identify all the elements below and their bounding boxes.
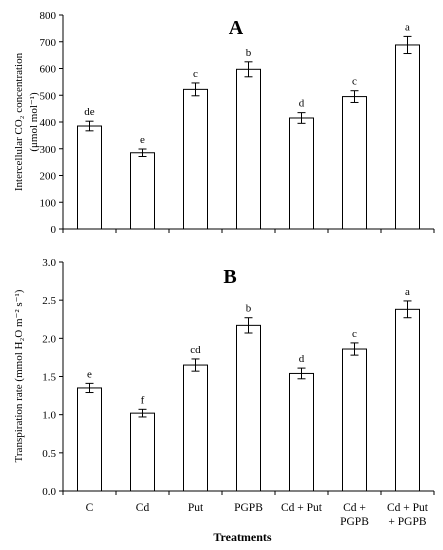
x-category-label-line: Put	[188, 502, 204, 514]
significance-letter: e	[140, 134, 145, 146]
y-tick-label: 300	[40, 144, 57, 156]
significance-letter: f	[141, 394, 145, 406]
y-tick-label: 0	[51, 224, 57, 236]
x-category-label: Cd	[136, 502, 150, 514]
significance-letter: c	[193, 68, 198, 80]
y-tick-label: 500	[40, 90, 57, 102]
y-tick-label: 200	[40, 171, 57, 183]
y-axis-label: Intercellular CO₂ concentration (μmol mol…	[13, 52, 40, 191]
bar	[395, 44, 420, 230]
significance-letter: c	[352, 76, 357, 88]
significance-letter: a	[405, 21, 410, 33]
bar	[130, 152, 155, 230]
bar	[289, 117, 314, 230]
y-tick-label: 0.0	[42, 486, 56, 498]
bar	[77, 125, 102, 230]
x-category-label-line: Cd +	[343, 502, 366, 514]
y-tick-label: 800	[40, 10, 57, 22]
significance-letter: e	[87, 368, 92, 380]
panel-label: A	[229, 17, 244, 39]
significance-letter: b	[246, 47, 252, 59]
bar	[236, 68, 261, 230]
y-tick-label: 600	[40, 64, 57, 76]
x-category-label-line: PGPB	[340, 516, 369, 528]
panel-label: B	[223, 266, 236, 288]
x-category-label: Cd + PGPB	[340, 502, 369, 528]
y-tick-label: 400	[40, 117, 57, 129]
bar	[183, 88, 208, 230]
bar	[236, 324, 261, 492]
significance-letter: b	[246, 303, 252, 315]
x-category-label-line: Cd	[136, 502, 150, 514]
y-tick-label: 700	[40, 37, 57, 49]
x-category-label: Cd + Put + PGPB	[387, 502, 429, 528]
bar	[395, 308, 420, 492]
bar	[289, 372, 314, 492]
y-axis-label-line: Transpiration rate (mmol H₂O m⁻² s⁻¹)	[13, 289, 25, 462]
x-category-label: Cd + Put	[281, 502, 323, 514]
bar	[342, 348, 367, 492]
significance-letter: d	[299, 353, 305, 365]
chart-panel-a: 0 100 200 300 400 500 600 700 800 de e c b d c a A Interc…	[13, 10, 435, 236]
significance-letter: c	[352, 328, 357, 340]
y-tick-label: 1.0	[42, 410, 56, 422]
significance-letter: a	[405, 286, 410, 298]
x-category-label-line: Cd + Put	[387, 502, 429, 514]
y-tick-label: 100	[40, 197, 57, 209]
y-axis-label: Transpiration rate (mmol H₂O m⁻² s⁻¹)	[13, 289, 25, 462]
y-tick-label: 3.0	[42, 257, 56, 269]
x-category-label: PGPB	[234, 502, 263, 514]
y-axis-label-line: (μmol mol⁻¹)	[28, 92, 40, 152]
y-tick-label: 1.5	[42, 372, 56, 384]
bar	[342, 96, 367, 230]
x-category-label-line: + PGPB	[388, 516, 426, 528]
x-category-label: C	[86, 502, 94, 514]
significance-letter: d	[299, 98, 305, 110]
x-category-label-line: Cd + Put	[281, 502, 323, 514]
x-category-label: Put	[188, 502, 204, 514]
y-axis-label-line: Intercellular CO₂ concentration	[13, 52, 25, 191]
y-tick-label: 2.5	[42, 295, 56, 307]
significance-letter: cd	[190, 344, 201, 356]
y-tick-label: 2.0	[42, 333, 56, 345]
y-tick-label: 0.5	[42, 448, 56, 460]
x-axis-title: Treatments	[213, 530, 272, 544]
significance-letter: de	[84, 106, 95, 118]
x-category-label-line: PGPB	[234, 502, 263, 514]
x-category-label-line: C	[86, 502, 94, 514]
bar	[77, 387, 102, 492]
bar	[183, 364, 208, 492]
chart-panel-b: 0.0 0.5 1.0 1.5 2.0 2.5 3.0 e f cd b d c a B Transpirat…	[13, 257, 435, 544]
bar	[130, 412, 155, 492]
